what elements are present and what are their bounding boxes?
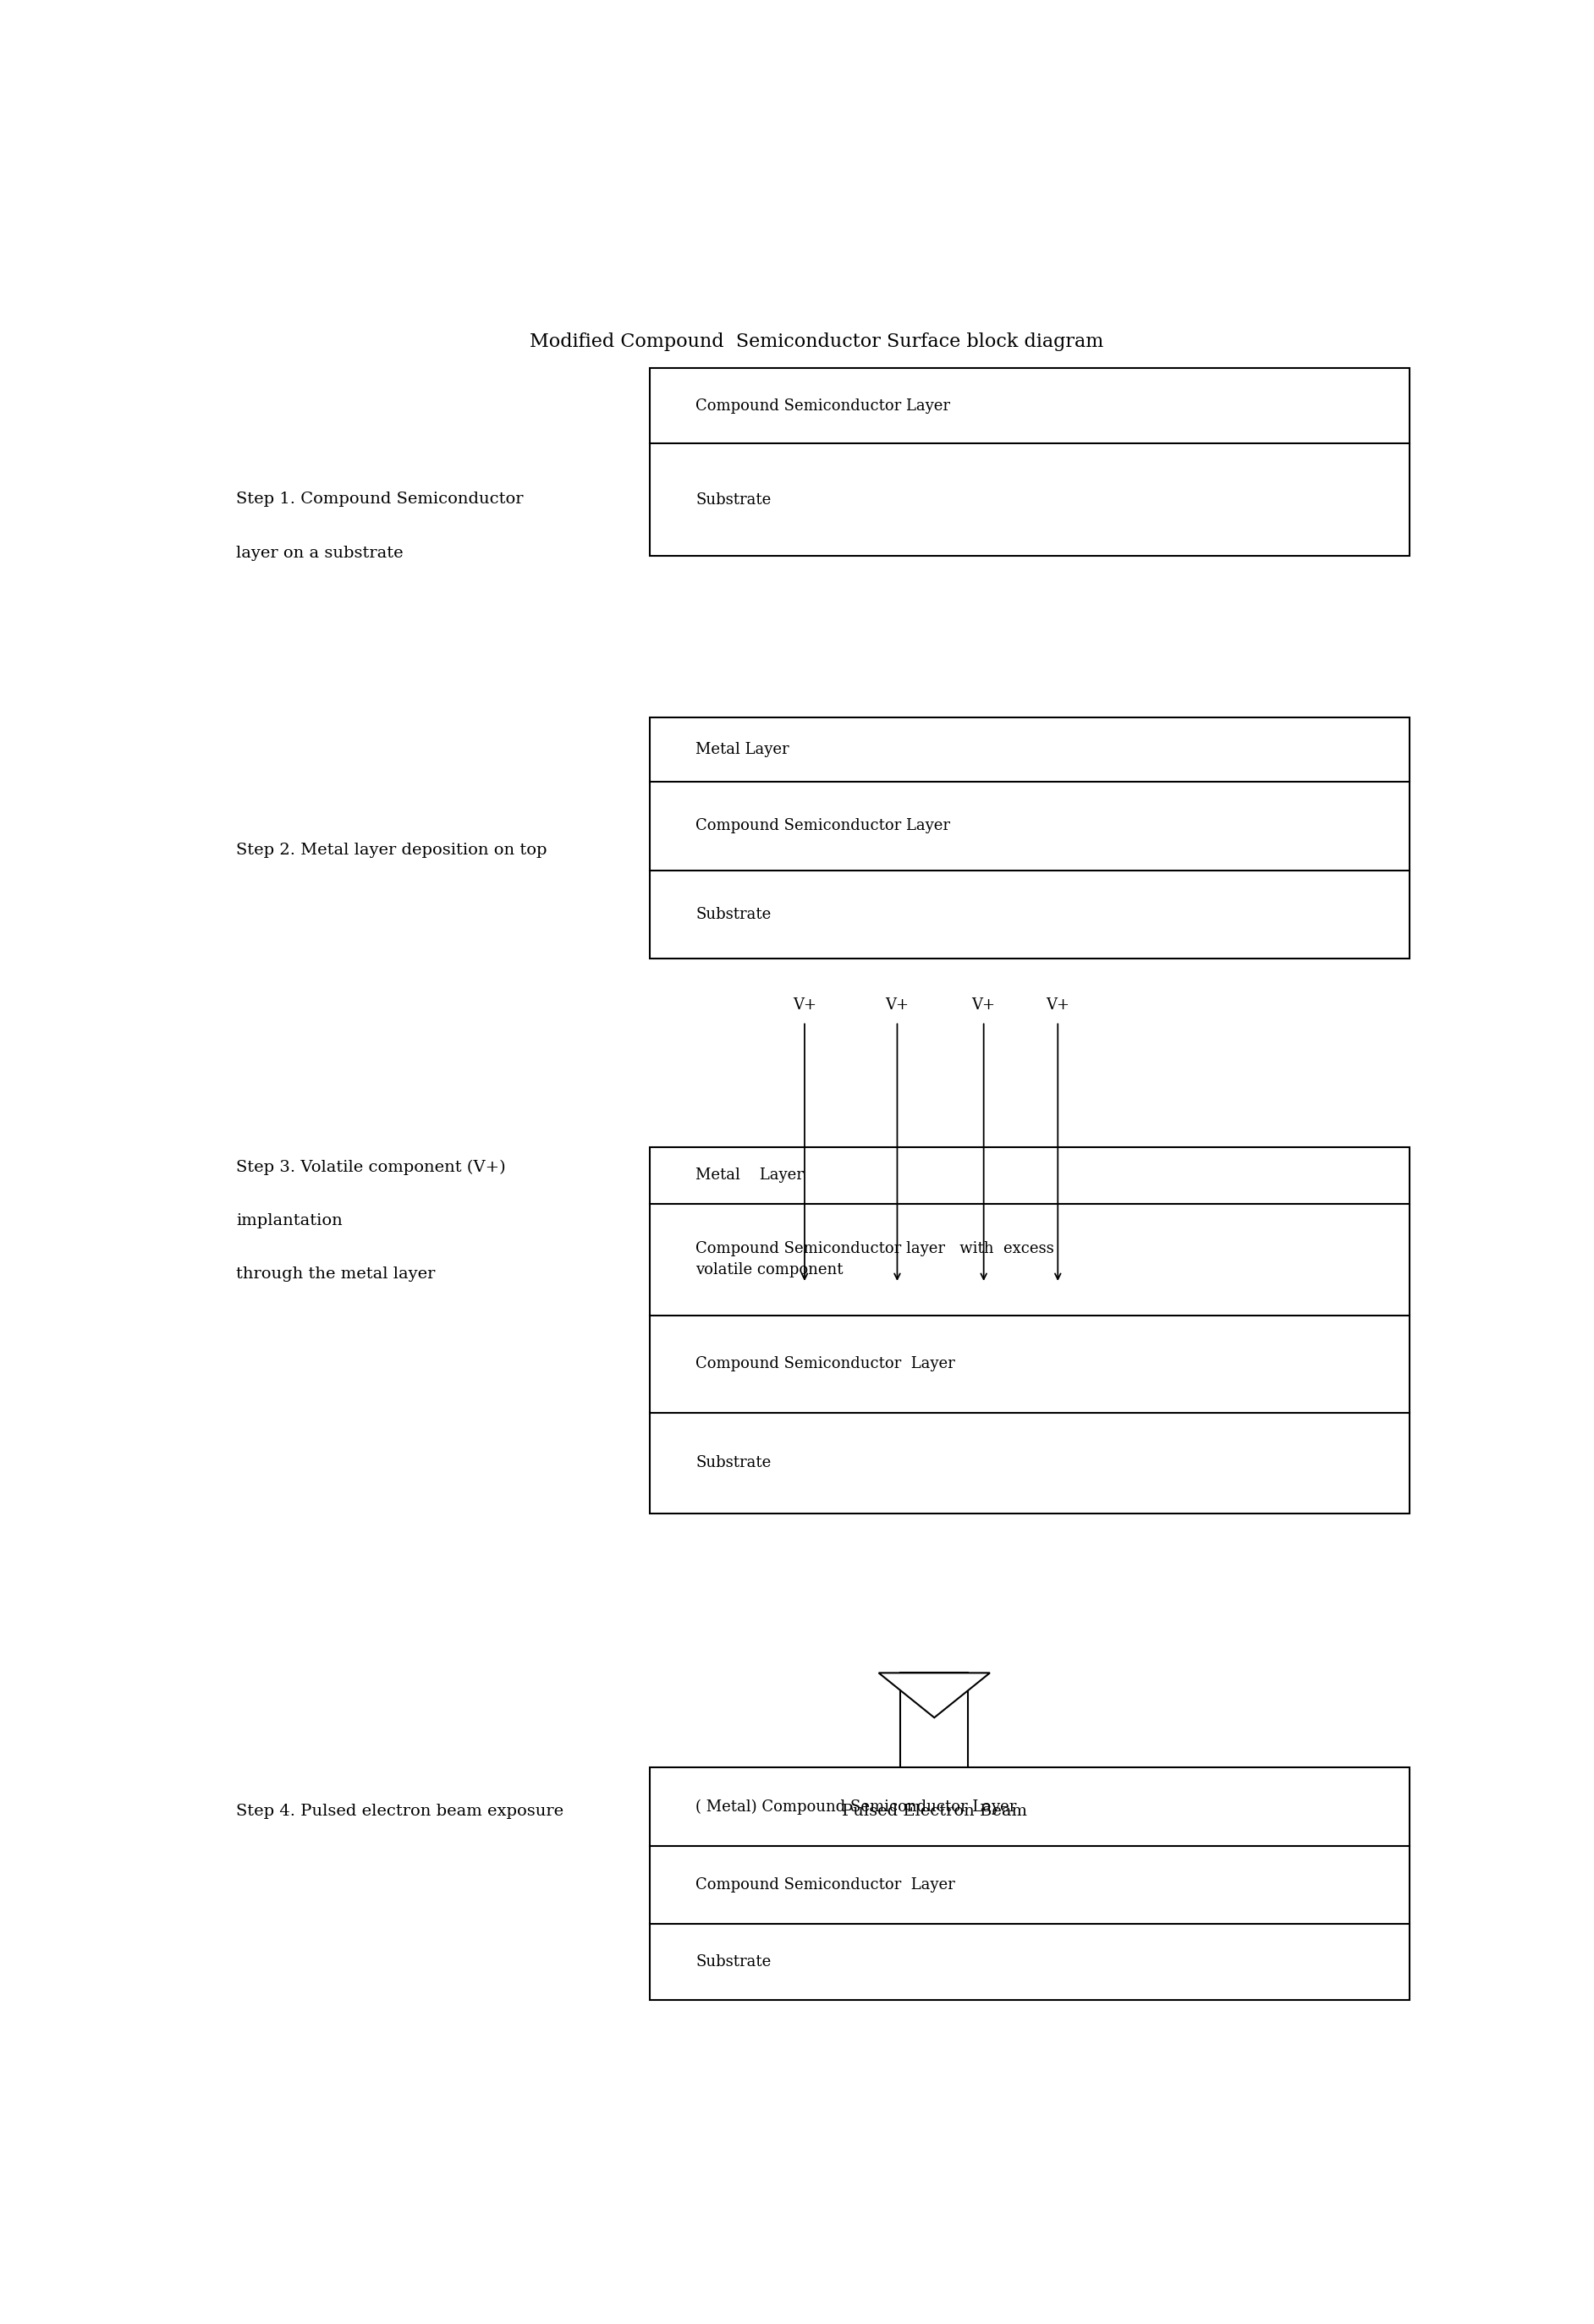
Bar	[650, 1769, 1411, 2001]
Text: Substrate: Substrate	[695, 1954, 771, 1968]
Bar	[650, 718, 1411, 960]
Text: Pulsed Electron Beam: Pulsed Electron Beam	[842, 1803, 1027, 1820]
Text: Compound Semiconductor  Layer: Compound Semiconductor Layer	[695, 1878, 955, 1892]
Text: Step 1. Compound Semiconductor: Step 1. Compound Semiconductor	[236, 493, 523, 507]
Text: Step 3. Volatile component (V+): Step 3. Volatile component (V+)	[236, 1160, 505, 1174]
Polygon shape	[878, 1673, 990, 1717]
Text: Modified Compound  Semiconductor Surface block diagram: Modified Compound Semiconductor Surface …	[529, 332, 1105, 351]
Text: Substrate: Substrate	[695, 1455, 771, 1471]
Bar	[650, 1146, 1411, 1513]
Text: Step 4. Pulsed electron beam exposure: Step 4. Pulsed electron beam exposure	[236, 1803, 564, 1820]
Text: Compound Semiconductor  Layer: Compound Semiconductor Layer	[695, 1357, 955, 1371]
Bar	[650, 370, 1411, 555]
Text: Compound Semiconductor layer   with  excess
volatile component: Compound Semiconductor layer with excess…	[695, 1241, 1054, 1278]
Text: Compound Semiconductor Layer: Compound Semiconductor Layer	[695, 397, 950, 414]
Text: through the metal layer: through the metal layer	[236, 1267, 435, 1283]
Bar	[901, 1673, 968, 1875]
Text: V+: V+	[972, 997, 996, 1013]
Text: layer on a substrate: layer on a substrate	[236, 546, 403, 560]
Text: V+: V+	[1046, 997, 1070, 1013]
Text: implantation: implantation	[236, 1213, 343, 1227]
Text: Substrate: Substrate	[695, 493, 771, 507]
Text: Metal    Layer: Metal Layer	[695, 1167, 803, 1183]
Text: Metal Layer: Metal Layer	[695, 741, 789, 758]
Text: V+: V+	[792, 997, 816, 1013]
Text: V+: V+	[885, 997, 909, 1013]
Text: Compound Semiconductor Layer: Compound Semiconductor Layer	[695, 818, 950, 834]
Text: ( Metal) Compound Semiconductor Layer: ( Metal) Compound Semiconductor Layer	[695, 1799, 1017, 1815]
Text: Substrate: Substrate	[695, 906, 771, 923]
Text: Step 2. Metal layer deposition on top: Step 2. Metal layer deposition on top	[236, 844, 547, 858]
